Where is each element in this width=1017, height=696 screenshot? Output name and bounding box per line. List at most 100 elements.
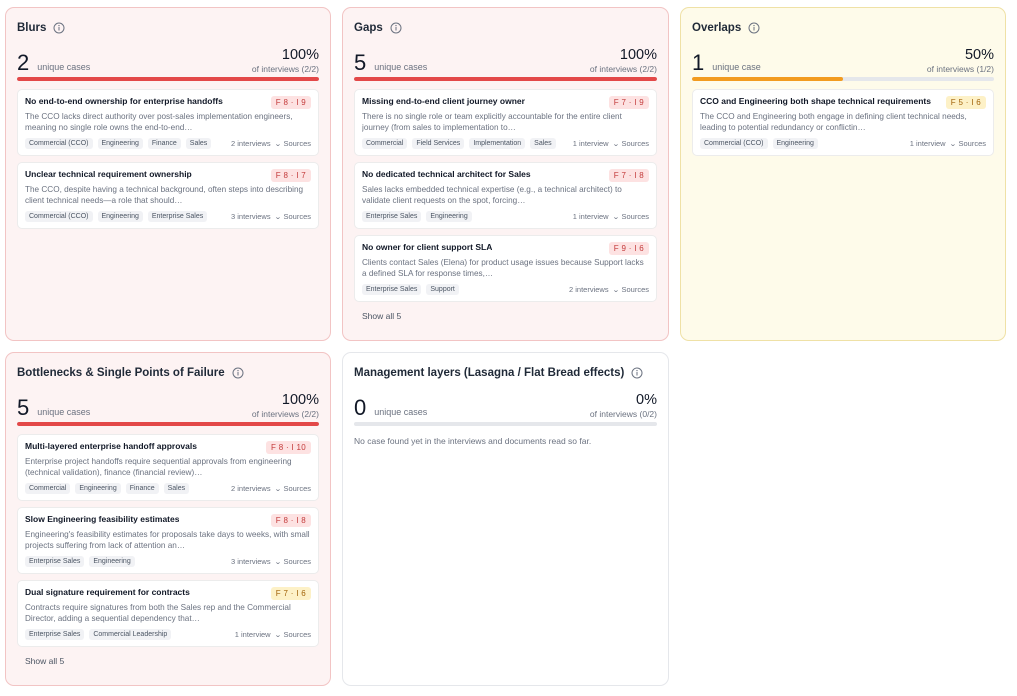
- sources-toggle[interactable]: Sources: [621, 285, 649, 294]
- case-card[interactable]: Dual signature requirement for contracts…: [17, 580, 319, 647]
- interview-count: 2 interviews: [231, 139, 271, 148]
- sources-toggle[interactable]: Sources: [283, 557, 311, 566]
- interview-ratio: of interviews (1/2): [926, 64, 994, 74]
- interview-count: 2 interviews: [231, 484, 271, 493]
- case-count-label: unique cases: [37, 62, 91, 72]
- case-count: 5: [354, 50, 367, 75]
- info-icon[interactable]: [748, 22, 760, 34]
- panel-management-layers: Management layers (Lasagna / Flat Bread …: [342, 352, 669, 686]
- tag: Enterprise Sales: [25, 629, 85, 640]
- case-description: Clients contact Sales (Elena) for produc…: [362, 258, 644, 278]
- score-badge: F 5 · I 6: [945, 96, 986, 109]
- tag: Engineering: [89, 556, 135, 567]
- case-card[interactable]: CCO and Engineering both shape technical…: [692, 89, 994, 156]
- panel-title: Gaps: [354, 22, 383, 34]
- case-description: The CCO and Engineering both engage in d…: [700, 112, 967, 132]
- tag: Finance: [125, 483, 159, 494]
- panel-header: Gaps: [354, 20, 657, 36]
- info-icon[interactable]: [631, 367, 643, 379]
- chevron-down-icon[interactable]: ⌄: [611, 213, 620, 221]
- case-description: Sales lacks embedded technical expertise…: [362, 185, 622, 205]
- chevron-down-icon[interactable]: ⌄: [948, 140, 957, 148]
- panel-header: Blurs: [17, 20, 319, 36]
- tag: Implementation: [469, 138, 526, 149]
- case-card[interactable]: No dedicated technical architect for Sal…: [354, 162, 657, 229]
- tag: Commercial (CCO): [25, 211, 93, 222]
- interview-ratio: of interviews (0/2): [589, 409, 657, 419]
- case-description: The CCO lacks direct authority over post…: [25, 112, 293, 132]
- case-card[interactable]: No end-to-end ownership for enterprise h…: [17, 89, 319, 156]
- case-card[interactable]: Slow Engineering feasibility estimates F …: [17, 507, 319, 574]
- coverage-progress-bar: [17, 422, 319, 426]
- coverage-progress-bar: [354, 422, 657, 426]
- progress-fill: [692, 77, 843, 81]
- chevron-down-icon[interactable]: ⌄: [611, 140, 620, 148]
- panel-stats: 1 unique case 50% of interviews (1/2): [692, 47, 994, 74]
- tag: Engineering: [772, 138, 818, 149]
- tag: Commercial: [362, 138, 408, 149]
- info-icon[interactable]: [390, 22, 402, 34]
- tag: Enterprise Sales: [25, 556, 85, 567]
- interview-percent: 100%: [619, 47, 657, 63]
- tag: Support: [426, 284, 459, 295]
- case-card[interactable]: Missing end-to-end client journey owner F…: [354, 89, 657, 156]
- sources-toggle[interactable]: Sources: [621, 212, 649, 221]
- interview-count: 3 interviews: [231, 212, 271, 221]
- case-count: 1: [692, 50, 705, 75]
- chevron-down-icon[interactable]: ⌄: [611, 286, 620, 294]
- sources-toggle[interactable]: Sources: [958, 139, 986, 148]
- case-title: Dual signature requirement for contracts: [25, 587, 190, 597]
- show-all-button[interactable]: Show all 5: [362, 311, 402, 321]
- tag: Field Services: [412, 138, 465, 149]
- sources-toggle[interactable]: Sources: [283, 630, 311, 639]
- case-count-label: unique cases: [374, 62, 428, 72]
- info-icon[interactable]: [53, 22, 65, 34]
- case-description: There is no single role or team explicit…: [362, 112, 622, 132]
- interview-percent: 100%: [281, 47, 319, 63]
- case-card[interactable]: No owner for client support SLA F 9 · I 6…: [354, 235, 657, 302]
- tag: Commercial (CCO): [700, 138, 768, 149]
- chevron-down-icon[interactable]: ⌄: [273, 140, 282, 148]
- score-badge: F 8 · I 9: [270, 96, 311, 109]
- tag: Finance: [147, 138, 181, 149]
- case-title: No dedicated technical architect for Sal…: [362, 169, 531, 179]
- sources-toggle[interactable]: Sources: [283, 212, 311, 221]
- panel-stats: 5 unique cases 100% of interviews (2/2): [354, 47, 657, 74]
- info-icon[interactable]: [232, 367, 244, 379]
- interview-percent: 0%: [636, 392, 657, 408]
- tag: Engineering: [97, 211, 143, 222]
- chevron-down-icon[interactable]: ⌄: [273, 213, 282, 221]
- panel-stats: 0 unique cases 0% of interviews (0/2): [354, 392, 657, 419]
- case-title: No end-to-end ownership for enterprise h…: [25, 96, 223, 106]
- show-all-button[interactable]: Show all 5: [25, 656, 65, 666]
- case-list: Missing end-to-end client journey owner F…: [354, 89, 657, 321]
- chevron-down-icon[interactable]: ⌄: [273, 558, 282, 566]
- case-description: Enterprise project handoffs require sequ…: [25, 457, 292, 477]
- panel-overlaps: Overlaps 1 unique case 50% of interviews…: [680, 7, 1006, 341]
- progress-fill: [354, 77, 657, 81]
- panel-stats: 2 unique cases 100% of interviews (2/2): [17, 47, 319, 74]
- score-badge: F 7 · I 6: [270, 587, 311, 600]
- case-count-label: unique cases: [374, 407, 428, 417]
- case-title: Slow Engineering feasibility estimates: [25, 514, 180, 524]
- score-badge: F 8 · I 10: [265, 441, 311, 454]
- score-badge: F 8 · I 8: [270, 514, 311, 527]
- sources-toggle[interactable]: Sources: [283, 484, 311, 493]
- progress-fill: [17, 422, 319, 426]
- tag: Commercial Leadership: [89, 629, 172, 640]
- sources-toggle[interactable]: Sources: [283, 139, 311, 148]
- coverage-progress-bar: [17, 77, 319, 81]
- chevron-down-icon[interactable]: ⌄: [273, 631, 282, 639]
- case-title: Unclear technical requirement ownership: [25, 169, 192, 179]
- case-card[interactable]: Unclear technical requirement ownership F…: [17, 162, 319, 229]
- case-card[interactable]: Multi-layered enterprise handoff approva…: [17, 434, 319, 501]
- panel-header: Management layers (Lasagna / Flat Bread …: [354, 365, 657, 381]
- chevron-down-icon[interactable]: ⌄: [273, 485, 282, 493]
- case-title: Multi-layered enterprise handoff approva…: [25, 441, 197, 451]
- sources-toggle[interactable]: Sources: [621, 139, 649, 148]
- case-list: CCO and Engineering both shape technical…: [692, 89, 994, 156]
- interview-count: 2 interviews: [569, 285, 609, 294]
- panel-title: Management layers (Lasagna / Flat Bread …: [354, 367, 625, 379]
- interview-ratio: of interviews (2/2): [251, 64, 319, 74]
- panel-title: Bottlenecks & Single Points of Failure: [17, 367, 225, 379]
